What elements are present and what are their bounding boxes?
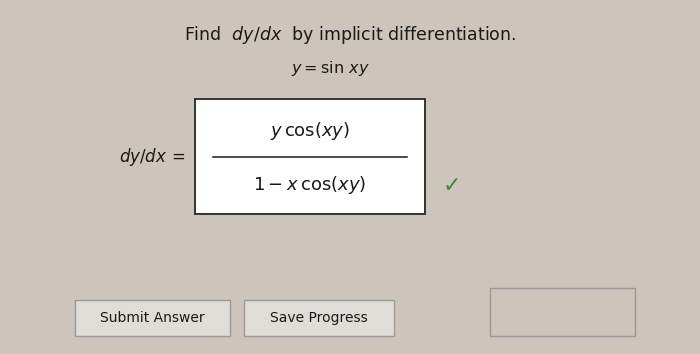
Text: Find  $\mathit{dy/dx}$  by implicit differentiation.: Find $\mathit{dy/dx}$ by implicit differ… bbox=[184, 24, 516, 46]
FancyBboxPatch shape bbox=[75, 300, 230, 336]
FancyBboxPatch shape bbox=[195, 99, 425, 214]
Text: ✓: ✓ bbox=[443, 176, 461, 196]
FancyBboxPatch shape bbox=[244, 300, 394, 336]
Text: Submit Answer: Submit Answer bbox=[100, 311, 205, 325]
Text: Save Progress: Save Progress bbox=[270, 311, 368, 325]
Text: $1 - x\,\cos\!\left(xy\right)$: $1 - x\,\cos\!\left(xy\right)$ bbox=[253, 174, 367, 196]
Text: $y = \sin\, xy$: $y = \sin\, xy$ bbox=[290, 59, 370, 78]
Text: $y\,\cos\!\left(xy\right)$: $y\,\cos\!\left(xy\right)$ bbox=[270, 120, 350, 142]
FancyBboxPatch shape bbox=[490, 288, 635, 336]
Text: $dy/dx\, =$: $dy/dx\, =$ bbox=[118, 145, 185, 167]
